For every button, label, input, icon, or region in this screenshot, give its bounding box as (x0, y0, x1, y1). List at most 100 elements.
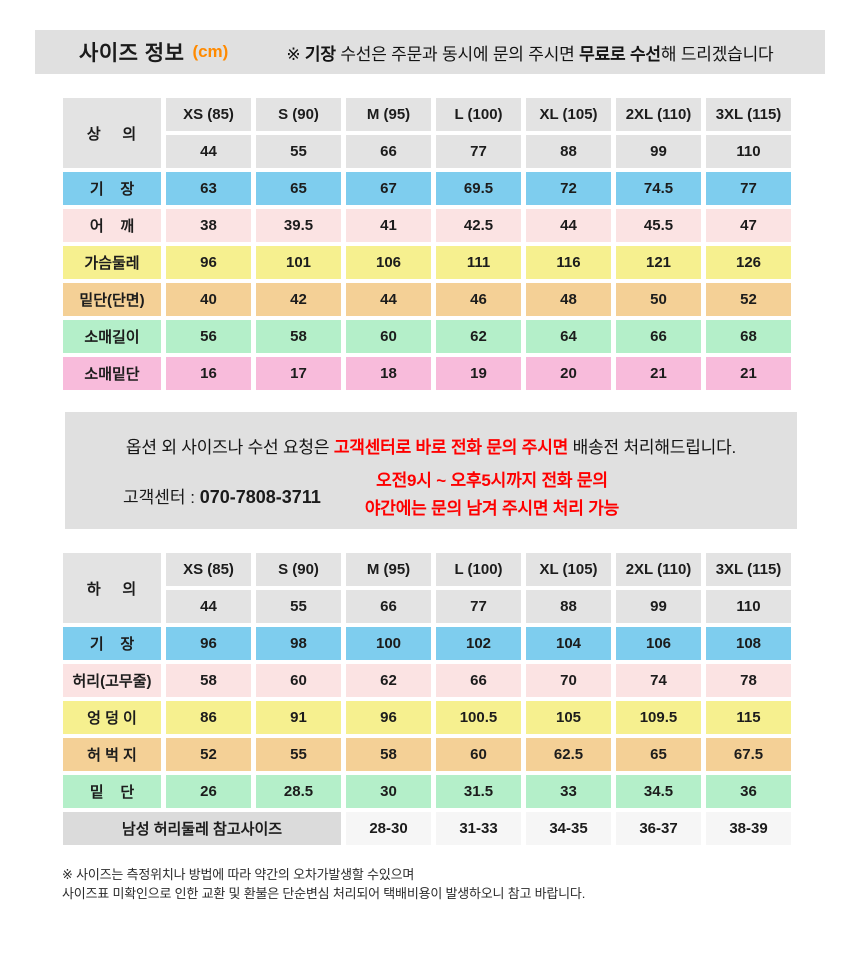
waist-reference-value: 31-33 (436, 812, 521, 845)
measure-value-cell: 65 (256, 172, 341, 205)
measure-value-cell: 78 (706, 664, 791, 697)
measure-value-cell: 96 (346, 701, 431, 734)
measure-value-cell: 67 (346, 172, 431, 205)
measure-row-label: 소매밑단 (63, 357, 161, 390)
measure-value-cell: 18 (346, 357, 431, 390)
size-column-number: 77 (436, 135, 521, 168)
measure-value-cell: 17 (256, 357, 341, 390)
size-column-number: 55 (256, 590, 341, 623)
measure-value-cell: 48 (526, 283, 611, 316)
size-column-header: XS (85) (166, 553, 251, 586)
table-corner-label: 하 의 (63, 553, 161, 623)
measure-value-cell: 21 (616, 357, 701, 390)
measure-value-cell: 26 (166, 775, 251, 808)
size-column-number: 99 (616, 135, 701, 168)
size-column-header: L (100) (436, 98, 521, 131)
measure-value-cell: 44 (346, 283, 431, 316)
service-hours-line1: 오전9시 ~ 오후5시까지 전화 문의 (376, 471, 608, 490)
service-hours: 오전9시 ~ 오후5시까지 전화 문의 야간에는 문의 남겨 주시면 처리 가능 (365, 467, 619, 523)
measure-value-cell: 60 (436, 738, 521, 771)
size-column-number: 55 (256, 135, 341, 168)
measure-value-cell: 33 (526, 775, 611, 808)
notice-red-text: 고객센터로 바로 전화 문의 주시면 (333, 438, 569, 457)
measure-value-cell: 58 (346, 738, 431, 771)
measure-value-cell: 42 (256, 283, 341, 316)
measure-value-cell: 91 (256, 701, 341, 734)
measure-value-cell: 62 (436, 320, 521, 353)
tops-size-table: 상 의 XS (85) S (90) M (95) L (100) XL (105) 2XL… (58, 94, 796, 394)
measure-value-cell: 52 (166, 738, 251, 771)
size-column-header: M (95) (346, 98, 431, 131)
waist-reference-value: 38-39 (706, 812, 791, 845)
measure-value-cell: 50 (616, 283, 701, 316)
waist-reference-value: 34-35 (526, 812, 611, 845)
size-column-header: XL (105) (526, 553, 611, 586)
measure-value-cell: 68 (706, 320, 791, 353)
waist-reference-value: 36-37 (616, 812, 701, 845)
measure-value-cell: 111 (436, 246, 521, 279)
note-suffix: 해 드리겠습니다 (660, 44, 774, 64)
measure-value-cell: 106 (346, 246, 431, 279)
size-column-header: L (100) (436, 553, 521, 586)
size-column-header: 2XL (110) (616, 553, 701, 586)
measure-value-cell: 21 (706, 357, 791, 390)
bottoms-size-table: 하 의 XS (85) S (90) M (95) L (100) XL (105) 2XL… (58, 549, 796, 849)
measure-row-label: 기 장 (63, 172, 161, 205)
disclaimer-line2: 사이즈표 미확인으로 인한 교환 및 환불은 단순변심 처리되어 택배비용이 발… (62, 886, 586, 901)
measure-value-cell: 60 (256, 664, 341, 697)
measure-value-cell: 101 (256, 246, 341, 279)
size-info-header-bar: 사이즈 정보 (cm) ※ 기장 수선은 주문과 동시에 문의 주시면 무료로 … (35, 30, 825, 74)
measure-value-cell: 28.5 (256, 775, 341, 808)
measure-value-cell: 52 (706, 283, 791, 316)
measure-value-cell: 40 (166, 283, 251, 316)
measure-value-cell: 56 (166, 320, 251, 353)
measure-row-label: 밑 단 (63, 775, 161, 808)
size-column-number: 77 (436, 590, 521, 623)
measure-value-cell: 64 (526, 320, 611, 353)
service-hours-line2: 야간에는 문의 남겨 주시면 처리 가능 (364, 499, 620, 518)
measure-value-cell: 115 (706, 701, 791, 734)
measure-row-label: 가슴둘레 (63, 246, 161, 279)
measure-value-cell: 109.5 (616, 701, 701, 734)
size-column-number: 110 (706, 590, 791, 623)
measure-value-cell: 58 (256, 320, 341, 353)
size-column-number: 110 (706, 135, 791, 168)
measure-value-cell: 46 (436, 283, 521, 316)
measure-value-cell: 121 (616, 246, 701, 279)
measure-value-cell: 19 (436, 357, 521, 390)
table-corner-label: 상 의 (63, 98, 161, 168)
measure-value-cell: 42.5 (436, 209, 521, 242)
notice-suffix: 배송전 처리해드립니다. (568, 438, 737, 457)
measure-value-cell: 41 (346, 209, 431, 242)
measure-value-cell: 70 (526, 664, 611, 697)
measure-value-cell: 63 (166, 172, 251, 205)
size-column-header: 3XL (115) (706, 553, 791, 586)
size-column-header: XL (105) (526, 98, 611, 131)
measure-value-cell: 16 (166, 357, 251, 390)
measure-value-cell: 96 (166, 246, 251, 279)
measure-value-cell: 102 (436, 627, 521, 660)
measure-row-label: 기 장 (63, 627, 161, 660)
size-column-number: 66 (346, 590, 431, 623)
waist-reference-value: 28-30 (346, 812, 431, 845)
phone-number: 070-7808-3711 (199, 486, 321, 507)
size-column-number: 88 (526, 135, 611, 168)
measure-value-cell: 106 (616, 627, 701, 660)
phone-label: 고객센터 : (123, 487, 200, 507)
size-column-header: S (90) (256, 553, 341, 586)
measure-row-label: 밑단(단면) (63, 283, 161, 316)
measure-value-cell: 45.5 (616, 209, 701, 242)
size-column-header: M (95) (346, 553, 431, 586)
measure-value-cell: 62 (346, 664, 431, 697)
size-column-header: XS (85) (166, 98, 251, 131)
measure-value-cell: 108 (706, 627, 791, 660)
measure-value-cell: 67.5 (706, 738, 791, 771)
note-prefix: ※ (286, 44, 305, 64)
measure-value-cell: 86 (166, 701, 251, 734)
note-bold-length: 기장 (304, 44, 336, 64)
measure-value-cell: 47 (706, 209, 791, 242)
notice-prefix: 옵션 외 사이즈나 수선 요청은 (125, 438, 334, 457)
measure-row-label: 허리(고무줄) (63, 664, 161, 697)
measure-value-cell: 36 (706, 775, 791, 808)
measure-value-cell: 66 (436, 664, 521, 697)
